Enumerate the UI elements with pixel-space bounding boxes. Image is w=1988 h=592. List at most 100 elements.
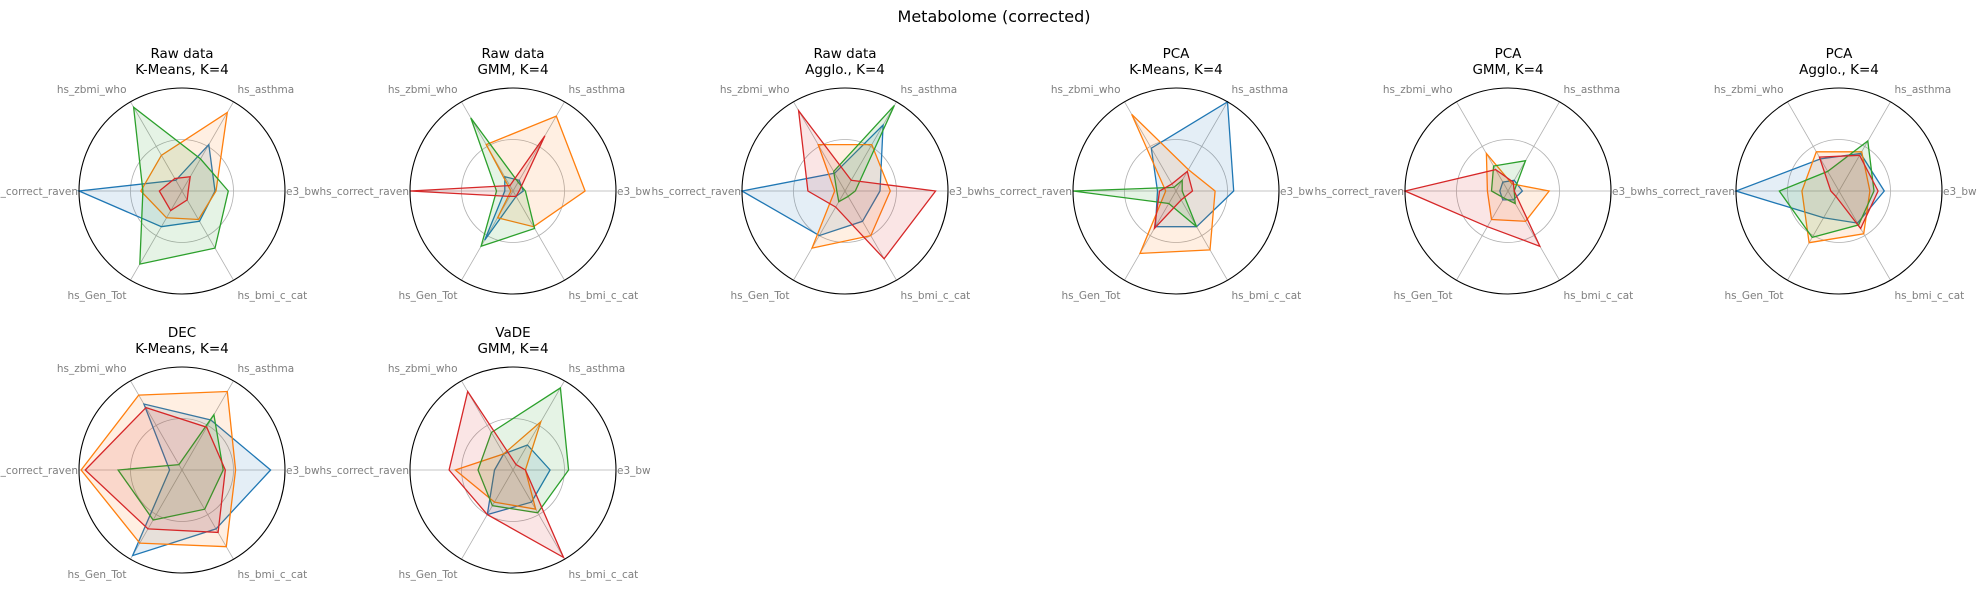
- outer-circle: [409, 366, 617, 574]
- series-4-polygon: [1818, 154, 1879, 230]
- axis-label-hs_bmi_c_cat: hs_bmi_c_cat: [569, 569, 639, 581]
- axis-label-e3_bw: e3_bw: [1612, 186, 1646, 198]
- panel-title-line2: GMM, K=4: [1472, 62, 1543, 78]
- series-2-polygon: [1131, 113, 1216, 255]
- series-2-polygon: [139, 111, 229, 221]
- series-3-polygon: [116, 413, 224, 521]
- panel-title-line1: Raw data: [481, 46, 544, 62]
- panel-title-line1: PCA: [1495, 46, 1523, 62]
- axis-label-hs_correct_raven: hs_correct_raven: [320, 465, 409, 477]
- panel-title-line1: Raw data: [813, 46, 876, 62]
- panel-title-line2: K-Means, K=4: [1129, 62, 1222, 78]
- axis-label-hs_zbmi_who: hs_zbmi_who: [1051, 84, 1121, 96]
- axis-label-hs_correct_raven: hs_correct_raven: [652, 186, 741, 198]
- outer-circle: [1735, 87, 1943, 295]
- axis-label-hs_bmi_c_cat: hs_bmi_c_cat: [901, 290, 971, 302]
- grid-circle: [130, 139, 234, 243]
- panel-title-line1: PCA: [1826, 46, 1854, 62]
- axis-label-hs_Gen_Tot: hs_Gen_Tot: [67, 290, 126, 302]
- panel-title-line2: GMM, K=4: [477, 341, 548, 357]
- axis-label-hs_asthma: hs_asthma: [238, 363, 295, 375]
- axis-label-e3_bw: e3_bw: [1943, 186, 1977, 198]
- axis-label-hs_bmi_c_cat: hs_bmi_c_cat: [1895, 290, 1965, 302]
- grid-circle: [1787, 139, 1891, 243]
- axis-label-hs_zbmi_who: hs_zbmi_who: [1714, 84, 1784, 96]
- grid-circle: [1124, 139, 1228, 243]
- series-4-polygon: [1153, 170, 1194, 231]
- axis-label-e3_bw: e3_bw: [617, 465, 651, 477]
- axis-label-hs_asthma: hs_asthma: [1232, 84, 1289, 96]
- grid-circle: [130, 418, 234, 522]
- axis-label-hs_correct_raven: hs_correct_raven: [1315, 186, 1404, 198]
- axis-label-hs_bmi_c_cat: hs_bmi_c_cat: [1564, 290, 1634, 302]
- axis-label-hs_Gen_Tot: hs_Gen_Tot: [398, 569, 457, 581]
- axis-label-hs_correct_raven: hs_correct_raven: [983, 186, 1072, 198]
- panel-title-line1: Raw data: [150, 46, 213, 62]
- outer-circle: [78, 366, 286, 574]
- series-2-polygon: [810, 143, 892, 249]
- axis-label-hs_Gen_Tot: hs_Gen_Tot: [398, 290, 457, 302]
- series-4-polygon: [797, 108, 937, 260]
- panel-title-line2: Agglo., K=4: [1799, 62, 1879, 78]
- axis-label-hs_zbmi_who: hs_zbmi_who: [57, 363, 127, 375]
- panel-title-line2: K-Means, K=4: [135, 341, 228, 357]
- axis-label-hs_asthma: hs_asthma: [1564, 84, 1621, 96]
- axis-label-hs_bmi_c_cat: hs_bmi_c_cat: [569, 290, 639, 302]
- axis-label-hs_bmi_c_cat: hs_bmi_c_cat: [238, 569, 308, 581]
- panel-title-line2: GMM, K=4: [477, 62, 548, 78]
- outer-circle: [741, 87, 949, 295]
- series-4-polygon: [158, 175, 191, 212]
- outer-circle: [1404, 87, 1612, 295]
- panel-title-line1: VaDE: [495, 325, 530, 341]
- series-4-polygon: [1402, 168, 1542, 248]
- series-2-polygon: [453, 419, 543, 511]
- axis-label-hs_zbmi_who: hs_zbmi_who: [720, 84, 790, 96]
- axis-label-e3_bw: e3_bw: [286, 186, 320, 198]
- axis-label-hs_Gen_Tot: hs_Gen_Tot: [67, 569, 126, 581]
- series-3-polygon: [470, 117, 536, 248]
- axis-label-e3_bw: e3_bw: [949, 186, 983, 198]
- axis-label-hs_asthma: hs_asthma: [901, 84, 958, 96]
- series-3-polygon: [132, 105, 230, 265]
- axis-label-hs_asthma: hs_asthma: [569, 84, 626, 96]
- axis-label-hs_asthma: hs_asthma: [569, 363, 626, 375]
- series-4-polygon: [84, 406, 226, 534]
- axis-label-hs_Gen_Tot: hs_Gen_Tot: [1393, 290, 1452, 302]
- axis-label-e3_bw: e3_bw: [617, 186, 651, 198]
- panel-title-line2: Agglo., K=4: [805, 62, 885, 78]
- axis-label-hs_Gen_Tot: hs_Gen_Tot: [1061, 290, 1120, 302]
- grid-circle: [1456, 139, 1560, 243]
- series-3-polygon: [1490, 159, 1527, 205]
- axis-label-hs_correct_raven: hs_correct_raven: [320, 186, 409, 198]
- axis-label-hs_zbmi_who: hs_zbmi_who: [388, 363, 458, 375]
- axis-label-e3_bw: e3_bw: [1280, 186, 1314, 198]
- axis-label-hs_Gen_Tot: hs_Gen_Tot: [730, 290, 789, 302]
- figure-suptitle: Metabolome (corrected): [898, 7, 1091, 26]
- series-2-polygon: [80, 390, 237, 548]
- series-3-polygon: [477, 386, 570, 514]
- panel-title-line1: PCA: [1163, 46, 1191, 62]
- axis-label-hs_bmi_c_cat: hs_bmi_c_cat: [1232, 290, 1302, 302]
- axis-label-hs_asthma: hs_asthma: [1895, 84, 1952, 96]
- grid-circle: [793, 139, 897, 243]
- series-4-polygon: [448, 389, 565, 559]
- panel-title-line2: K-Means, K=4: [135, 62, 228, 78]
- axis-label-hs_correct_raven: hs_correct_raven: [0, 186, 78, 198]
- series-2-polygon: [1485, 151, 1551, 222]
- outer-circle: [409, 87, 617, 295]
- axis-label-hs_zbmi_who: hs_zbmi_who: [57, 84, 127, 96]
- outer-circle: [78, 87, 286, 295]
- axis-label-hs_asthma: hs_asthma: [238, 84, 295, 96]
- axis-label-hs_bmi_c_cat: hs_bmi_c_cat: [238, 290, 308, 302]
- axis-label-hs_zbmi_who: hs_zbmi_who: [388, 84, 458, 96]
